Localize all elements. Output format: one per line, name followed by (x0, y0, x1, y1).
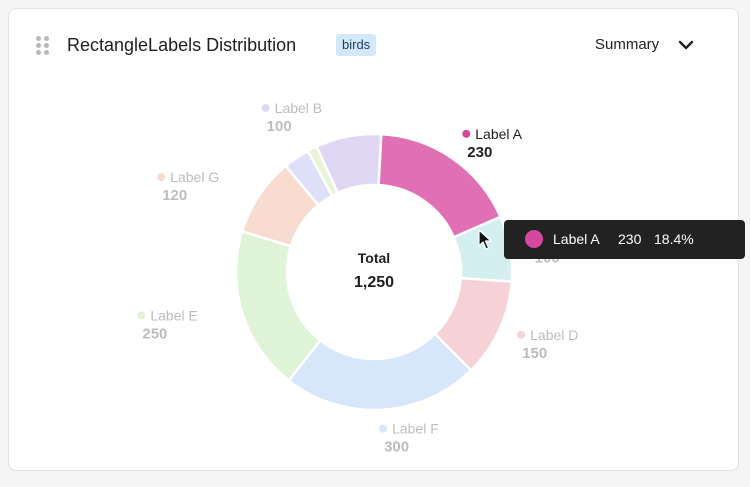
card-header: RectangleLabels Distribution birds Summa… (9, 9, 738, 81)
slice-label-3: Label D (530, 327, 578, 343)
card-title: RectangleLabels Distribution (67, 35, 297, 55)
total-value: 1,250 (354, 274, 394, 291)
tooltip-color-swatch (525, 230, 543, 248)
chart-tooltip: Label A 230 18.4% (504, 220, 745, 259)
dataset-tag: birds (336, 34, 377, 56)
slice-label-9: Label B (275, 100, 322, 116)
slice-value-6: 120 (162, 187, 187, 204)
tooltip-value: 230 (618, 231, 642, 247)
total-label: Total (358, 250, 390, 266)
donut-slice-5[interactable] (234, 229, 322, 383)
view-selector-label: Summary (595, 36, 660, 53)
legend-dot-9 (261, 103, 270, 112)
view-selector[interactable]: Summary (587, 33, 701, 57)
legend-dot-1 (462, 129, 471, 138)
donut-slice-9[interactable] (314, 132, 383, 195)
slice-label-1: Label A (475, 126, 522, 142)
drag-handle-icon[interactable] (36, 36, 50, 56)
legend-dot-6 (157, 173, 166, 182)
slice-label-6: Label G (170, 169, 219, 185)
slice-value-5: 250 (142, 325, 167, 342)
slice-label-5: Label E (150, 307, 197, 323)
slice-value-3: 150 (522, 345, 547, 362)
legend-dot-3 (517, 330, 526, 339)
chevron-down-icon (678, 40, 694, 50)
slice-value-1: 230 (467, 144, 492, 161)
tooltip-percent: 18.4% (654, 231, 694, 247)
mouse-pointer-icon (478, 229, 492, 250)
legend-dot-5 (137, 311, 146, 320)
slice-value-4: 300 (384, 439, 409, 456)
slice-value-9: 100 (267, 118, 292, 135)
tooltip-label: Label A (553, 231, 600, 247)
slice-label-4: Label F (392, 421, 439, 437)
legend-dot-4 (379, 424, 388, 433)
